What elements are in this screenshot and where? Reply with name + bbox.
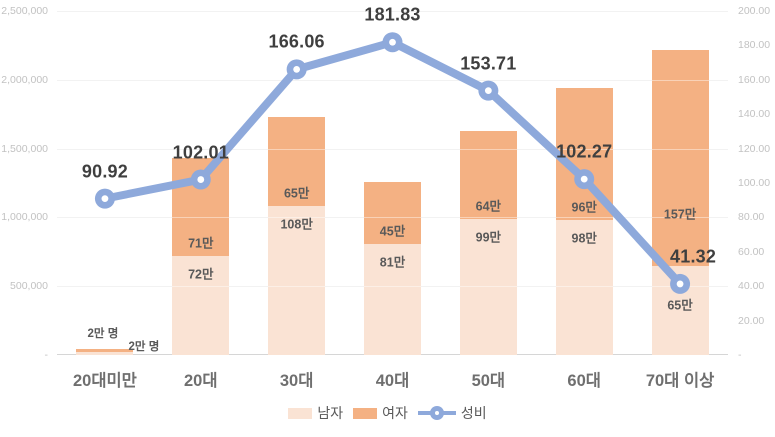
left-axis-tick-label: - — [44, 349, 49, 361]
horizontal-gridline-overlay — [57, 79, 728, 81]
ratio-value-label: 181.83 — [364, 4, 421, 25]
category-label: 40대 — [375, 372, 410, 390]
category-label: 70대 이상 — [645, 372, 715, 390]
male-bar-label: 108만 — [280, 217, 313, 232]
right-axis-tick-label: 80.00 — [738, 211, 765, 224]
ratio-data-point-center — [389, 38, 396, 46]
male-bar-label: 72만 — [188, 267, 214, 282]
ratio-data-point-center — [484, 87, 492, 95]
male-bar-label: 81만 — [379, 255, 406, 270]
bar-male-segment — [268, 206, 326, 355]
ratio-value-label: 41.32 — [670, 246, 717, 267]
female-series-swatch — [353, 407, 378, 419]
legend-label-female: 여자 — [382, 405, 408, 421]
horizontal-gridline-overlay — [57, 11, 728, 12]
bar-male-segment — [364, 243, 421, 355]
right-axis-tick-label: 160.00 — [738, 73, 771, 86]
female-bar-label: 45만 — [379, 224, 406, 239]
ratio-value-label: 102.01 — [172, 142, 229, 163]
horizontal-gridline-overlay — [57, 286, 728, 288]
female-bar-label: 64만 — [475, 199, 502, 214]
horizontal-gridline-overlay — [57, 217, 728, 219]
right-axis-tick-label: - — [738, 349, 742, 361]
horizontal-gridline-overlay — [57, 148, 728, 150]
left-axis-tick-label: 1,000,000 — [1, 211, 48, 224]
legend-label-ratio: 성비 — [460, 405, 487, 421]
right-axis-tick-label: 20.00 — [738, 314, 765, 327]
male-bar-label: 2만 명 — [128, 341, 160, 354]
left-axis-tick-label: 2,500,000 — [1, 5, 48, 17]
bar-male-segment — [172, 255, 230, 355]
female-bar-label: 65만 — [283, 186, 310, 201]
category-label: 20대미만 — [72, 372, 137, 390]
left-axis-tick-label: 1,500,000 — [1, 142, 48, 155]
ratio-data-point-center — [197, 176, 205, 183]
male-series-swatch — [288, 407, 313, 419]
ratio-value-label: 102.27 — [556, 141, 613, 162]
bar-male-segment — [76, 352, 134, 355]
category-label: 30대 — [279, 372, 314, 390]
ratio-data-point-center — [580, 175, 588, 183]
ratio-value-label: 90.92 — [81, 161, 128, 182]
right-axis-tick-label: 60.00 — [738, 245, 765, 258]
legend-item-ratio: 성비 — [417, 403, 487, 423]
horizontal-gridline — [57, 79, 728, 81]
bar-female-segment — [364, 181, 421, 244]
legend: 남자 여자 성비 — [0, 403, 775, 423]
horizontal-gridline — [57, 148, 728, 150]
ratio-value-label: 153.71 — [460, 53, 517, 74]
female-bar-label: 71만 — [188, 236, 214, 251]
plot-area: 2만 명 2만 명 71만 72만 65만 108만 45만 81만 64만 99만 96만 98만 1… — [57, 5, 728, 355]
male-bar-label: 99만 — [475, 230, 502, 245]
right-axis-tick-label: 200.00 — [738, 5, 771, 17]
left-axis-tick-label: 500,000 — [10, 280, 48, 293]
female-bar-label: 96만 — [571, 200, 597, 215]
legend-item-male: 남자 — [288, 403, 343, 423]
legend-item-female: 여자 — [353, 403, 408, 423]
ratio-line-marker-icon — [417, 406, 456, 420]
male-bar-label: 65만 — [667, 298, 693, 313]
legend-label-male: 남자 — [317, 405, 344, 421]
left-axis-tick-label: 2,000,000 — [1, 73, 48, 86]
ratio-line — [94, 32, 691, 294]
category-label: 60대 — [567, 372, 601, 390]
bar-male-segment — [459, 218, 517, 355]
ratio-data-point-center — [676, 280, 684, 288]
bar-female-segment — [268, 116, 326, 207]
bar-male-segment — [555, 220, 613, 355]
category-label: 20대 — [184, 372, 218, 390]
right-axis-tick-label: 120.00 — [738, 142, 771, 155]
right-axis-tick-label: 140.00 — [738, 108, 771, 121]
bar-female-segment — [76, 349, 134, 353]
ratio-data-point-center — [101, 195, 109, 203]
bar-female-segment — [651, 49, 709, 266]
ratio-data-point-center — [293, 65, 301, 73]
right-axis-tick-label: 180.00 — [738, 39, 771, 52]
female-bar-label: 157만 — [663, 207, 697, 222]
female-bar-label: 2만 명 — [87, 328, 119, 341]
male-bar-label: 98만 — [571, 231, 597, 246]
ratio-value-label: 166.06 — [268, 31, 325, 52]
bar-female-segment — [459, 130, 517, 219]
horizontal-gridline — [57, 11, 728, 12]
right-axis-tick-label: 40.00 — [738, 280, 765, 293]
right-axis-tick-label: 100.00 — [738, 177, 771, 189]
category-label: 50대 — [471, 372, 506, 390]
